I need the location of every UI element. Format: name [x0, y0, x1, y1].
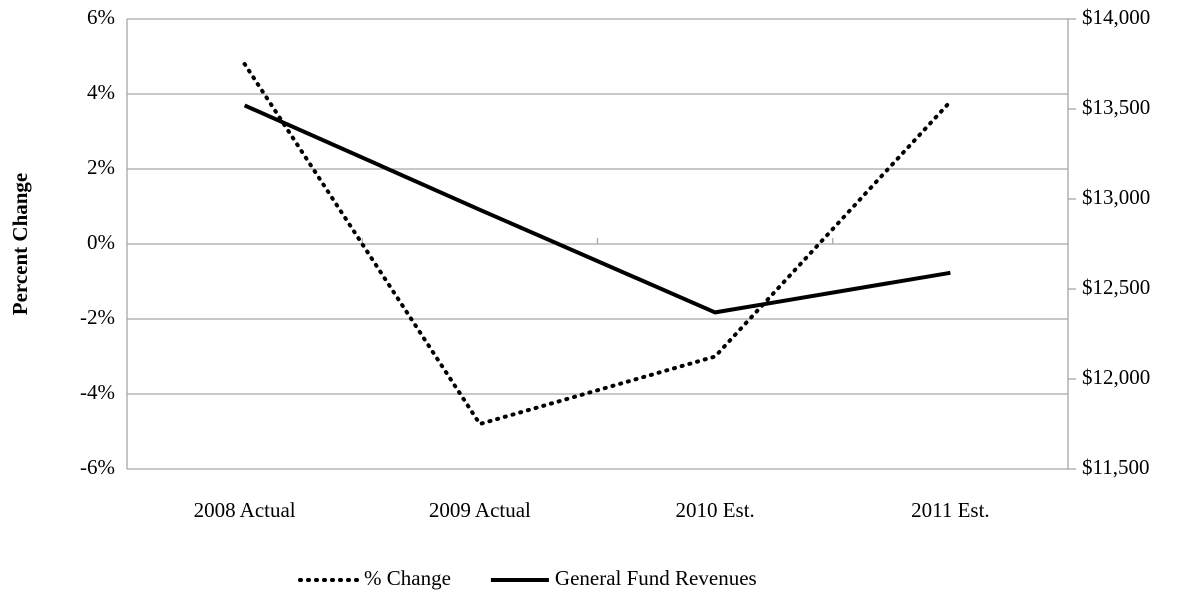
legend-label: General Fund Revenues: [555, 566, 757, 590]
y2-tick-label: $12,000: [1082, 365, 1150, 389]
series-line: [243, 103, 951, 315]
legend-label: % Change: [364, 566, 451, 590]
x-tick-label: 2010 Est.: [675, 498, 754, 522]
y-tick-label: -2%: [80, 305, 115, 329]
y2-tick-label: $14,000: [1082, 5, 1150, 29]
y2-tick-label: $12,500: [1082, 275, 1150, 299]
x-tick-label: 2009 Actual: [429, 498, 531, 522]
series-line: [242, 62, 953, 427]
y-tick-label: -4%: [80, 380, 115, 404]
y-tick-label: 0%: [87, 230, 115, 254]
y2-tick-label: $13,500: [1082, 95, 1150, 119]
y-axis-label: Percent Change: [8, 173, 32, 316]
y-tick-label: 4%: [87, 80, 115, 104]
y2-tick-label: $11,500: [1082, 455, 1149, 479]
x-tick-label: 2008 Actual: [194, 498, 296, 522]
y-tick-label: 6%: [87, 5, 115, 29]
y2-tick-label: $13,000: [1082, 185, 1150, 209]
y-tick-label: 2%: [87, 155, 115, 179]
x-tick-label: 2011 Est.: [911, 498, 990, 522]
y-tick-label: -6%: [80, 455, 115, 479]
